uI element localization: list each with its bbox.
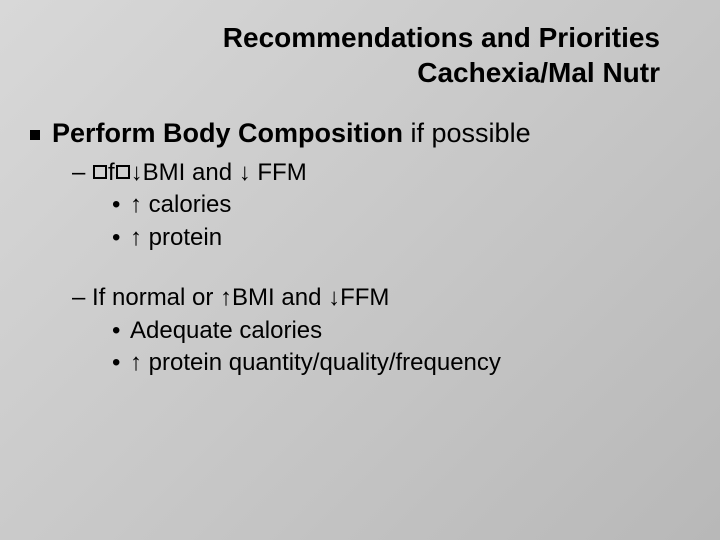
main-bullet-bold: Perform Body Composition: [52, 118, 403, 148]
g2-b1-text: Adequate calories: [130, 317, 322, 344]
bullet-square-icon: [30, 130, 40, 140]
title-line-1: Recommendations and Priorities: [223, 22, 660, 53]
sub-item-low-bmi-ffm: f ↓BMI and ↓ FFM: [72, 157, 700, 189]
sub2-protein: ↑ protein: [112, 222, 700, 254]
g1-mid: f: [108, 159, 115, 186]
up-arrow-icon: ↑: [130, 349, 142, 376]
title-line-2: Cachexia/Mal Nutr: [417, 57, 660, 88]
sub2-adequate-calories: Adequate calories: [112, 315, 700, 347]
main-bullet: Perform Body Composition if possible: [30, 118, 700, 149]
down-arrow-icon: ↓: [131, 159, 143, 186]
g2-b2-text: protein quantity/quality/frequency: [142, 349, 501, 376]
up-arrow-icon: ↑: [220, 284, 232, 311]
placeholder-box-icon: [93, 165, 107, 179]
down-arrow-icon: ↓: [239, 159, 251, 186]
g2-pre: If normal or: [92, 284, 220, 311]
g1-b2-text: protein: [142, 224, 222, 251]
g1-b1-text: calories: [142, 191, 231, 218]
up-arrow-icon: ↑: [130, 191, 142, 218]
slide-title: Recommendations and Priorities Cachexia/…: [30, 20, 700, 90]
sub-item-normal-or-high-bmi: If normal or ↑BMI and ↓FFM: [72, 282, 700, 314]
up-arrow-icon: ↑: [130, 224, 142, 251]
down-arrow-icon: ↓: [328, 284, 340, 311]
g2-ffm: FFM: [340, 284, 389, 311]
sub2-calories: ↑ calories: [112, 189, 700, 221]
sub2-protein-qqf: ↑ protein quantity/quality/frequency: [112, 347, 700, 379]
main-bullet-rest: if possible: [403, 118, 531, 148]
g1-bmi: BMI and: [143, 159, 239, 186]
g1-ffm: FFM: [251, 159, 307, 186]
slide: Recommendations and Priorities Cachexia/…: [0, 0, 720, 540]
g2-bmi: BMI and: [232, 284, 328, 311]
placeholder-box-icon: [116, 165, 130, 179]
